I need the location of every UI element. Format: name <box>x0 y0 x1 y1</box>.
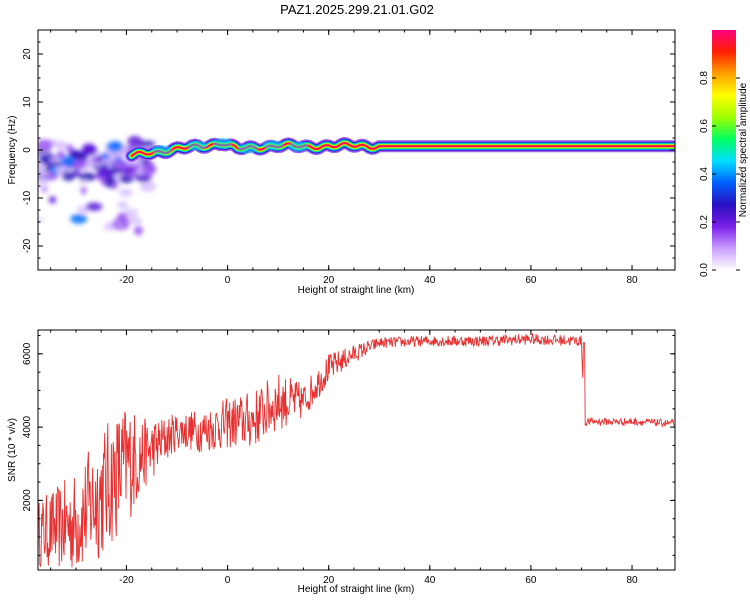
snr-x-tick-label: 0 <box>225 575 231 586</box>
noise-blob <box>65 144 74 152</box>
ridge-bulge <box>212 137 233 148</box>
noise-blob <box>38 139 53 152</box>
snr-y-axis-label: SNR (10 * v/v) <box>7 418 18 482</box>
snr-y-tick-label: 6000 <box>22 342 33 365</box>
snr-x-axis-label: Height of straight line (km) <box>298 584 415 595</box>
spectrogram-x-tick-label: 0 <box>225 275 231 286</box>
spectrogram-panel: -20 0 20 40 60 80 -20 -10 0 10 20 Height of straig… <box>7 29 676 296</box>
noise-blob <box>102 153 110 160</box>
snr-x-tick-label: -20 <box>119 575 134 586</box>
spectrogram-x-tick-label: 60 <box>525 275 537 286</box>
colorbar-tick-label: 0.6 <box>699 119 710 133</box>
ridge-bulge <box>187 140 208 151</box>
noise-blob <box>96 168 114 178</box>
spectrogram-y-axis-label: Frequency (Hz) <box>7 116 18 185</box>
ridge-bulge <box>237 143 258 154</box>
spectrogram-x-tick-label: 40 <box>424 275 436 286</box>
noise-blob <box>111 181 118 190</box>
spectrogram-y-tick-label: 10 <box>22 96 33 108</box>
noise-blob <box>59 155 75 168</box>
noise-blob <box>106 141 124 152</box>
noise-blob <box>61 171 76 181</box>
noise-blob <box>141 163 157 175</box>
snr-frame <box>37 329 676 571</box>
snr-line <box>38 332 675 568</box>
noise-blob <box>127 135 143 147</box>
snr-y-tick-label: 4000 <box>22 416 33 439</box>
noise-blob <box>48 157 63 163</box>
colorbar-tick-label: 0.0 <box>699 263 710 277</box>
spectrogram-y-tick-label: -20 <box>22 238 33 253</box>
colorbar-gradient <box>712 30 736 270</box>
noise-blob <box>70 151 86 160</box>
snr-x-tick-label: 60 <box>525 575 537 586</box>
noise-blob <box>123 208 139 216</box>
ridge-bulge <box>151 145 172 155</box>
noise-blob <box>80 186 87 195</box>
noise-blob <box>134 174 151 180</box>
chart-title: PAZ1.2025.299.21.01.G02 <box>280 2 434 17</box>
noise-blob <box>116 201 129 209</box>
snr-panel: -20 0 20 40 60 80 2000 4000 6000 Height of strai… <box>7 329 676 595</box>
snr-x-tick-label: 40 <box>424 575 436 586</box>
noise-blob <box>82 147 99 153</box>
noise-blob <box>78 171 97 182</box>
noise-blob <box>38 217 44 223</box>
spectrogram-x-tick-label: -20 <box>119 275 134 286</box>
noise-blob <box>70 214 88 224</box>
spectrogram-heatmap <box>38 135 675 236</box>
noise-blob <box>85 202 103 212</box>
spectrogram-x-tick-label: 20 <box>323 275 335 286</box>
snr-y-tick-label: 2000 <box>22 489 33 512</box>
spectrogram-y-tick-label: 0 <box>22 147 33 153</box>
noise-blob <box>139 180 157 192</box>
spectrogram-x-tick-label: 80 <box>626 275 638 286</box>
noise-blob <box>115 160 129 171</box>
noise-blob <box>116 212 128 225</box>
ridge-bulge <box>288 141 309 152</box>
colorbar-tick-label: 0.2 <box>699 215 710 229</box>
noise-blob <box>54 140 68 150</box>
colorbar-tick-label: 0.4 <box>699 167 710 181</box>
noise-blob <box>118 188 133 197</box>
snr-x-tick-label: 80 <box>626 575 638 586</box>
colorbar: 0.0 0.2 0.4 0.6 0.8 Normalized spectral ampl… <box>699 30 749 277</box>
spectrogram-y-tick-label: 20 <box>22 48 33 60</box>
noise-blob <box>39 153 57 165</box>
snr-x-tick-label: 20 <box>323 575 335 586</box>
noise-blob <box>72 157 88 169</box>
colorbar-ticks: 0.0 0.2 0.4 0.6 0.8 <box>699 71 740 277</box>
spectrogram-frame <box>37 29 676 271</box>
spectrogram-y-tick-label: -10 <box>22 190 33 205</box>
noise-blob <box>48 196 57 204</box>
noise-blob <box>133 225 143 236</box>
noise-blob <box>85 158 94 170</box>
colorbar-tick-label: 0.8 <box>699 71 710 85</box>
snr-axes: -20 0 20 40 60 80 2000 4000 6000 <box>22 330 675 586</box>
ridge-bulge <box>263 140 284 151</box>
spectrogram-x-axis-label: Height of straight line (km) <box>298 285 415 296</box>
colorbar-label: Normalized spectral amplitude <box>738 82 749 217</box>
noise-blob <box>39 183 46 192</box>
noise-blob <box>78 179 88 184</box>
